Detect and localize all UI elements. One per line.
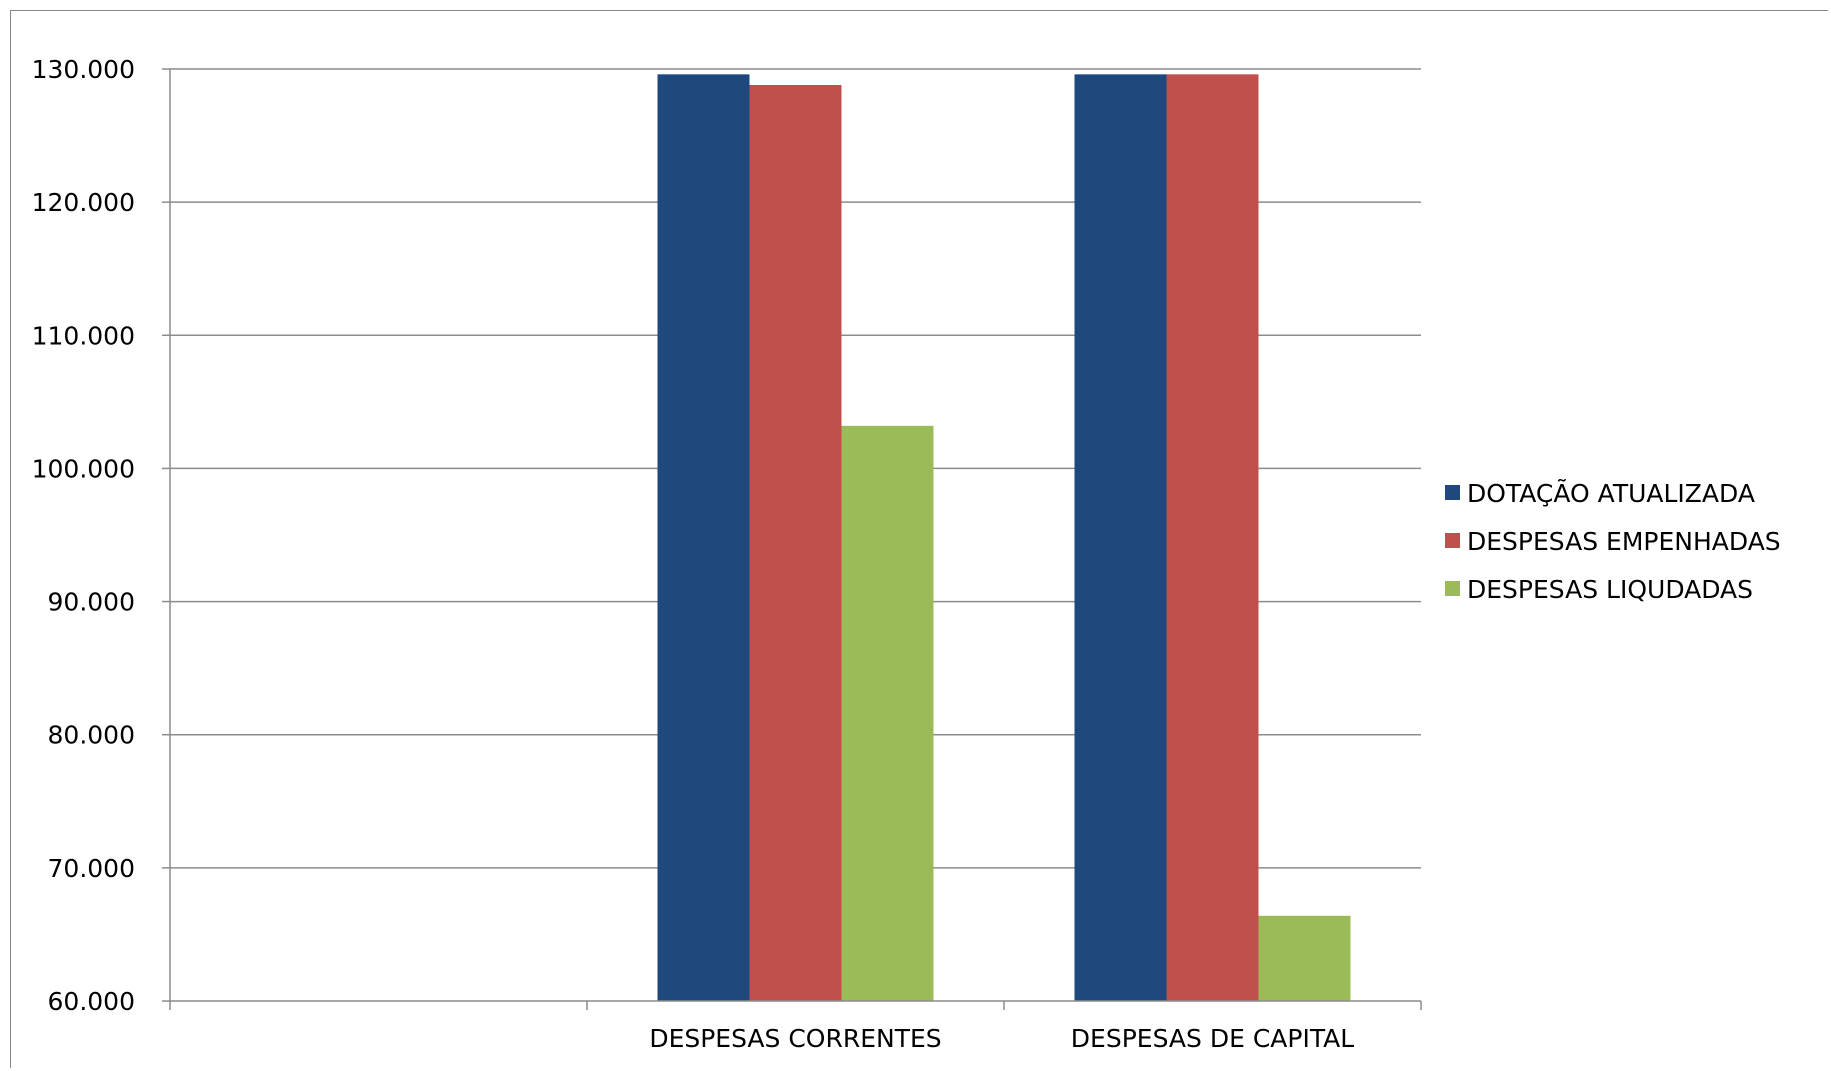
y-tick-label: 100.000: [32, 454, 135, 483]
legend-item[interactable]: DESPESAS EMPENHADAS: [1445, 527, 1781, 556]
legend-swatch: [1445, 533, 1460, 548]
legend-label: DOTAÇÃO ATUALIZADA: [1467, 478, 1755, 508]
y-tick-label: 110.000: [32, 321, 135, 350]
bar: [657, 74, 750, 1002]
legend-label: DESPESAS LIQUDADAS: [1467, 575, 1753, 604]
y-tick-labels: 130.000 120.000 110.000 100.000 90.000 80.000…: [32, 55, 135, 1016]
x-tick-labels: DESPESAS CORRENTES DESPESAS DE CAPITAL: [649, 1024, 1354, 1053]
legend-item[interactable]: DOTAÇÃO ATUALIZADA: [1445, 478, 1755, 508]
y-tick-label: 60.000: [48, 987, 135, 1016]
y-tick-label: 80.000: [48, 721, 135, 750]
bars: [657, 74, 1351, 1002]
y-tick-label: 70.000: [48, 854, 135, 883]
bar: [1074, 74, 1167, 1002]
axes: [162, 68, 1422, 1010]
y-tick-label: 120.000: [32, 188, 135, 217]
legend-swatch: [1445, 485, 1460, 500]
legend-swatch: [1445, 581, 1460, 596]
bar: [749, 84, 842, 1001]
legend-label: DESPESAS EMPENHADAS: [1467, 527, 1781, 556]
x-tick-label: DESPESAS CORRENTES: [649, 1024, 941, 1053]
legend[interactable]: DOTAÇÃO ATUALIZADA DESPESAS EMPENHADAS DES…: [1445, 478, 1781, 604]
bar: [841, 425, 934, 1001]
y-tick-label: 130.000: [32, 55, 135, 84]
chart-frame: [10, 10, 1828, 1068]
legend-item[interactable]: DESPESAS LIQUDADAS: [1445, 575, 1753, 604]
y-tick-label: 90.000: [48, 588, 135, 617]
bar: [1166, 74, 1259, 1002]
bar: [1258, 915, 1351, 1001]
x-tick-label: DESPESAS DE CAPITAL: [1071, 1024, 1354, 1053]
